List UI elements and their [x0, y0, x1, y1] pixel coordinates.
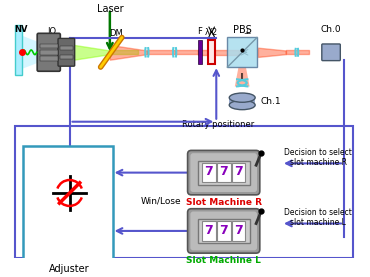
Text: Ch.0: Ch.0 [321, 25, 342, 34]
Text: Slot Machine L: Slot Machine L [186, 256, 261, 265]
Text: 7: 7 [234, 165, 243, 178]
Text: ⊥: ⊥ [243, 27, 250, 36]
Text: NV: NV [14, 25, 28, 34]
Text: 7: 7 [219, 165, 228, 178]
Bar [40, 43, 58, 48]
Text: Decision to select
slot machine R: Decision to select slot machine R [284, 148, 352, 167]
Text: Decision to select
slot machine L: Decision to select slot machine L [284, 208, 352, 227]
Text: F: F [197, 27, 202, 36]
FancyBboxPatch shape [322, 44, 340, 61]
Bar [14, 25, 22, 75]
Bar [229, 98, 255, 105]
FancyBboxPatch shape [202, 163, 216, 182]
FancyBboxPatch shape [188, 209, 260, 253]
Bar [60, 55, 73, 59]
FancyBboxPatch shape [23, 146, 112, 259]
Bar [40, 57, 58, 61]
FancyBboxPatch shape [198, 161, 250, 185]
Bar [208, 40, 215, 64]
Bar [60, 46, 73, 50]
Bar [228, 37, 257, 67]
Bar [40, 50, 58, 55]
FancyBboxPatch shape [58, 39, 75, 66]
FancyBboxPatch shape [202, 221, 216, 241]
FancyBboxPatch shape [198, 219, 250, 243]
FancyBboxPatch shape [191, 153, 257, 192]
Text: PBS: PBS [233, 25, 252, 35]
FancyBboxPatch shape [37, 33, 60, 71]
Text: Polarization
Adjuster: Polarization Adjuster [41, 250, 98, 274]
Text: 7: 7 [205, 224, 213, 237]
Text: IO: IO [47, 27, 56, 36]
Text: ∥: ∥ [240, 71, 244, 80]
FancyBboxPatch shape [188, 150, 260, 195]
Text: DM: DM [110, 29, 123, 38]
Text: 7: 7 [234, 224, 243, 237]
FancyBboxPatch shape [217, 163, 231, 182]
Text: Rotary positioner: Rotary positioner [182, 120, 254, 129]
Polygon shape [235, 67, 250, 86]
Text: Slot Machine R: Slot Machine R [186, 198, 262, 207]
Bar [198, 40, 202, 64]
FancyBboxPatch shape [232, 163, 245, 182]
Text: 7: 7 [219, 224, 228, 237]
Polygon shape [22, 36, 51, 69]
FancyBboxPatch shape [232, 221, 245, 241]
Text: Laser: Laser [97, 4, 123, 14]
Ellipse shape [229, 101, 255, 110]
Text: λ/2: λ/2 [205, 27, 218, 36]
Text: Ch.1: Ch.1 [261, 97, 281, 106]
Text: 7: 7 [205, 165, 213, 178]
FancyBboxPatch shape [217, 221, 231, 241]
Text: Win/Lose: Win/Lose [141, 197, 181, 206]
FancyBboxPatch shape [191, 212, 257, 250]
Ellipse shape [229, 93, 255, 102]
